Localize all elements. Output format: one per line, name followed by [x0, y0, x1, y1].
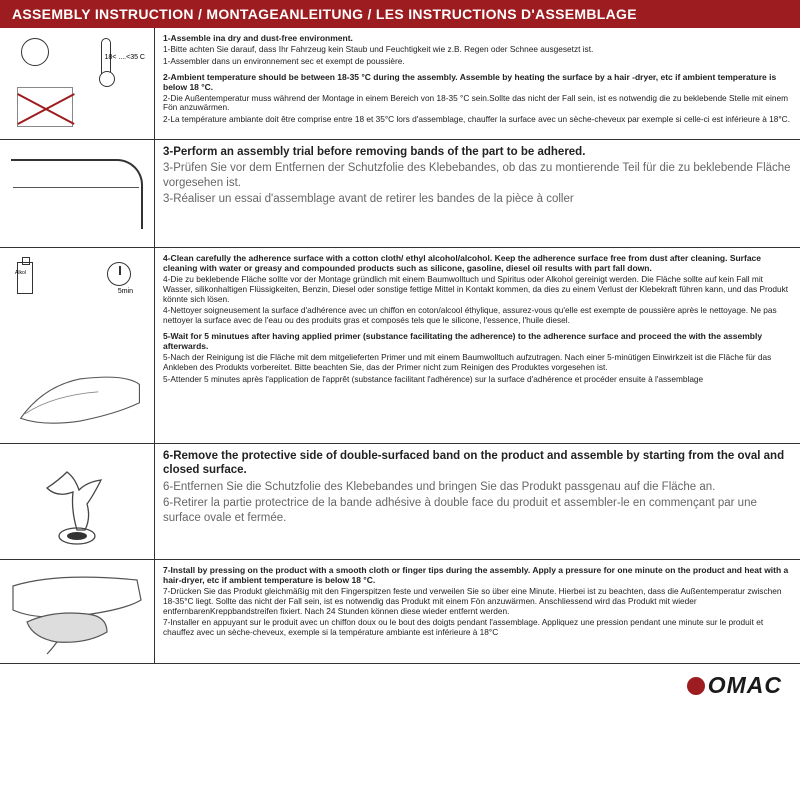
section-5-text: 7-Install by pressing on the product wit…	[155, 560, 800, 663]
temp-range-label: 18< ....<35 C	[105, 54, 145, 61]
bottle-label: Alkol	[15, 270, 26, 276]
section-4: 6-Remove the protective side of double-s…	[0, 444, 800, 560]
section-2: 3-Perform an assembly trial before remov…	[0, 140, 800, 248]
timer-label: 5min	[118, 288, 133, 295]
section-1: 18< ....<35 C 1-Assemble ina dry and dus…	[0, 28, 800, 140]
section-2-text: 3-Perform an assembly trial before remov…	[155, 140, 800, 247]
illustration-temperature: 18< ....<35 C	[0, 28, 155, 139]
section-1-text: 1-Assemble ina dry and dust-free environ…	[155, 28, 800, 139]
illustration-clean: Alkol 5min	[0, 248, 155, 443]
illustration-remove-band	[0, 444, 155, 559]
section-5: 7-Install by pressing on the product wit…	[0, 560, 800, 664]
brand-logo: OMAC	[687, 672, 782, 699]
section-4-text: 6-Remove the protective side of double-s…	[155, 444, 800, 559]
illustration-trial	[0, 140, 155, 247]
illustration-install	[0, 560, 155, 663]
header-title: ASSEMBLY INSTRUCTION / MONTAGEANLEITUNG …	[0, 0, 800, 28]
section-3: Alkol 5min 4-Clean carefully the adheren…	[0, 248, 800, 444]
brand-name: OMAC	[708, 672, 782, 699]
logo-dot-icon	[687, 677, 705, 695]
footer: OMAC	[0, 664, 800, 703]
section-3-text: 4-Clean carefully the adherence surface …	[155, 248, 800, 443]
